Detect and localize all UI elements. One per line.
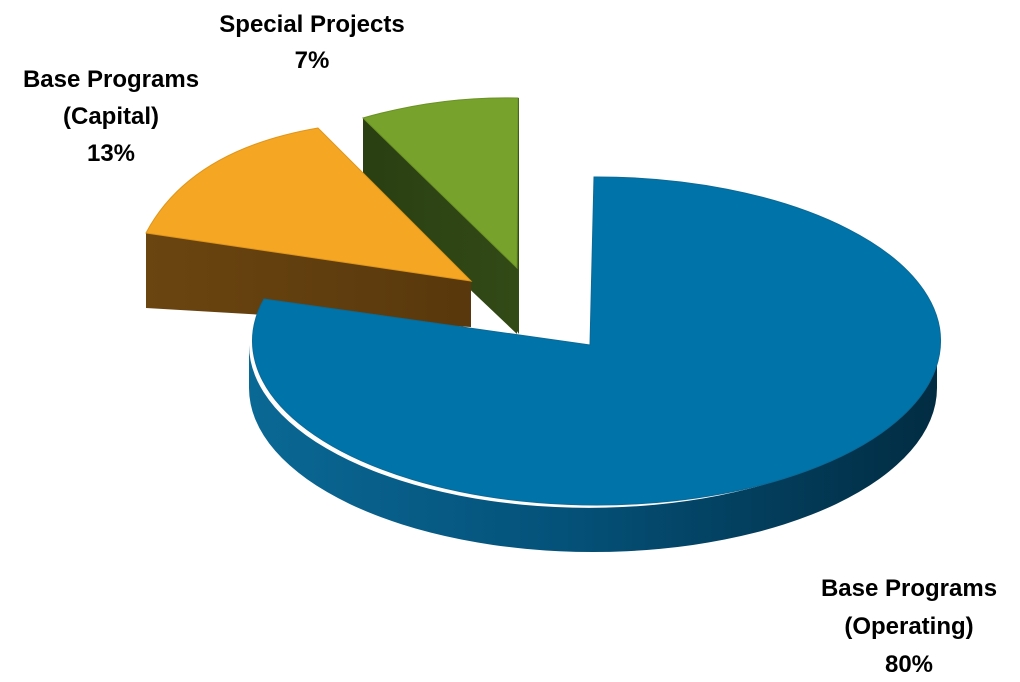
pie-slice-base-programs-operating [249,176,942,552]
pie-slice-special-projects-side-front [363,118,517,334]
pie-slice-base-programs-capital [145,127,473,327]
label-base-programs-operating-subname: (Operating) [844,613,973,640]
label-base-programs-capital-value: 13% [87,140,135,167]
label-base-programs-capital-name: Base Programs [23,66,199,93]
label-base-programs-operating-value: 80% [885,651,933,678]
label-special-projects: Special Projects 7% [219,11,404,74]
pie-slice-base-programs-operating-top [252,176,942,506]
label-base-programs-operating: Base Programs (Operating) 80% [821,575,997,678]
label-special-projects-value: 7% [295,47,330,74]
label-special-projects-name: Special Projects [219,11,404,38]
pie-slice-base-programs-capital-top [145,127,473,282]
pie-slice-special-projects [362,97,519,334]
label-base-programs-capital: Base Programs (Capital) 13% [23,66,199,167]
label-base-programs-capital-subname: (Capital) [63,103,159,130]
pie-slice-special-projects-top [362,97,519,270]
label-base-programs-operating-name: Base Programs [821,575,997,602]
pie-slice-base-programs-capital-side [146,233,471,327]
pie-slice-base-programs-operating-side [249,345,937,552]
